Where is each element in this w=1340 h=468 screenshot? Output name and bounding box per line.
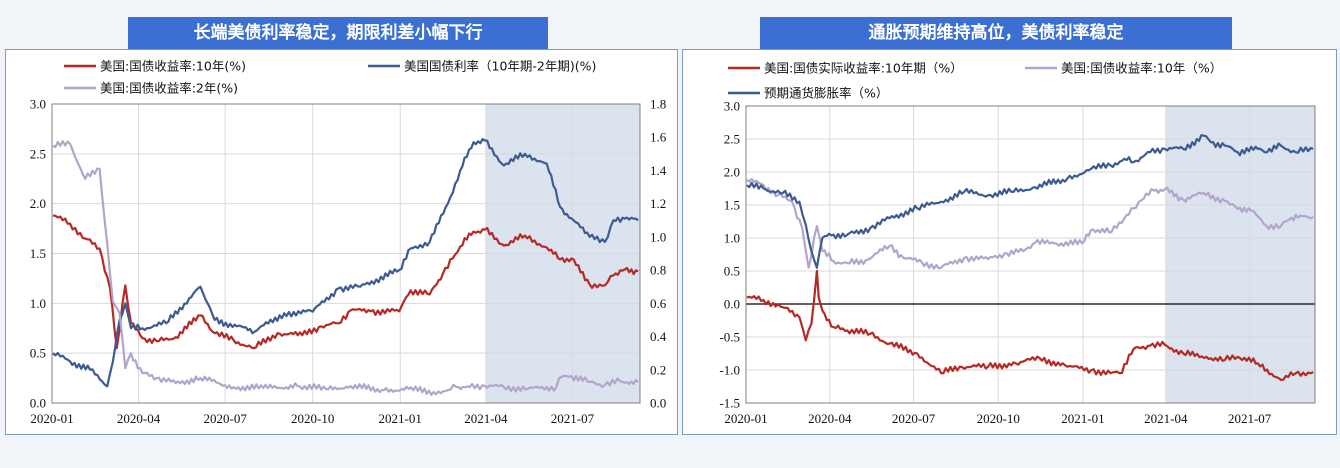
right-x-tick: 2021-04 bbox=[1144, 411, 1188, 426]
left-chart-svg: 0.0 0.5 1.0 1.5 2.0 2.5 3.0 0.0 0.2 0.4 0.6 0.8 1.0 1… bbox=[30, 59, 667, 427]
left-legend-label-3: 美国:国债收益率:2年(%) bbox=[100, 81, 238, 96]
left-chart-title: 长端美债利率稳定，期限利差小幅下行 bbox=[128, 17, 548, 50]
left-y-left-tick: 2.0 bbox=[30, 196, 46, 211]
left-legend-label-1: 美国:国债收益率:10年(%) bbox=[100, 59, 246, 74]
left-x-tick: 2020-10 bbox=[291, 411, 334, 426]
right-y-left-tick: -0.5 bbox=[719, 330, 740, 345]
left-legend-label-2: 美国国债利率（10年期-2年期)(%) bbox=[404, 59, 596, 74]
left-y-left-tick: 1.5 bbox=[30, 246, 46, 261]
right-y-left-tick: 1.0 bbox=[724, 231, 740, 246]
right-legend-label-3: 预期通货膨胀率（%） bbox=[764, 86, 888, 101]
right-chart-svg: -1.5 -1.0 -0.5 0.0 0.5 1.0 1.5 2.0 2.5 3.0 2020-01… bbox=[719, 61, 1316, 426]
right-series-line-1 bbox=[746, 269, 1314, 381]
right-plot-border bbox=[745, 105, 1316, 404]
left-x-tick: 2021-04 bbox=[464, 411, 508, 426]
right-legend-label-2: 美国:国债收益率:10年（%） bbox=[1061, 61, 1222, 76]
left-series-line-1 bbox=[52, 214, 639, 350]
right-y-left-tick: -1.5 bbox=[719, 396, 740, 411]
right-y-left-tick: 2.0 bbox=[724, 165, 740, 180]
right-chart-panel: 通胀预期维持高位，美债利率稳定 -1.5 -1.0 -0.5 0.0 0.5 1.0 1.5… bbox=[670, 0, 1340, 468]
right-x-tick: 2021-01 bbox=[1061, 411, 1104, 426]
right-x-tick: 2021-07 bbox=[1228, 411, 1272, 426]
left-y-right-tick: 0.4 bbox=[650, 329, 667, 344]
left-y-right-tick: 0.6 bbox=[650, 296, 667, 311]
right-y-left-tick: 2.5 bbox=[724, 132, 740, 147]
left-x-tick: 2020-07 bbox=[203, 411, 247, 426]
left-y-right-tick: 0.0 bbox=[650, 396, 666, 411]
right-y-left-tick: -1.0 bbox=[719, 363, 740, 378]
left-y-right-tick: 1.0 bbox=[650, 229, 666, 244]
left-y-right-tick: 0.2 bbox=[650, 362, 666, 377]
left-y-left-tick: 1.0 bbox=[30, 296, 46, 311]
left-x-tick: 2020-01 bbox=[30, 411, 73, 426]
right-x-tick: 2020-01 bbox=[724, 411, 767, 426]
left-y-left-tick: 2.5 bbox=[30, 146, 46, 161]
left-y-right-tick: 1.2 bbox=[650, 196, 666, 211]
right-x-tick: 2020-04 bbox=[808, 411, 852, 426]
right-y-left-tick: 0.0 bbox=[724, 297, 740, 312]
left-x-tick: 2021-01 bbox=[379, 411, 422, 426]
left-y-left-tick: 0.5 bbox=[30, 346, 46, 361]
left-x-tick: 2020-04 bbox=[117, 411, 161, 426]
left-y-right-tick: 0.8 bbox=[650, 263, 666, 278]
left-series-line-3 bbox=[52, 140, 639, 396]
left-y-right-tick: 1.4 bbox=[650, 163, 667, 178]
right-x-tick: 2020-10 bbox=[977, 411, 1020, 426]
left-y-left-tick: 0.0 bbox=[30, 396, 46, 411]
left-series-line-2 bbox=[52, 138, 639, 388]
right-chart-title: 通胀预期维持高位，美债利率稳定 bbox=[760, 17, 1232, 50]
right-y-left-tick: 0.5 bbox=[724, 264, 740, 279]
left-x-tick: 2021-07 bbox=[551, 411, 595, 426]
left-plot-border bbox=[51, 103, 641, 404]
left-y-right-tick: 1.8 bbox=[650, 97, 666, 112]
right-y-left-tick: 1.5 bbox=[724, 198, 740, 213]
right-series-line-2 bbox=[746, 177, 1314, 270]
right-legend-label-1: 美国:国债实际收益率:10年期（%） bbox=[764, 61, 963, 76]
left-chart-panel: 长端美债利率稳定，期限利差小幅下行 0.0 0.5 1.0 1.5 2.0 2.5 3.0 0… bbox=[5, 17, 678, 435]
right-x-tick: 2020-07 bbox=[892, 411, 936, 426]
left-y-right-tick: 1.6 bbox=[650, 130, 667, 145]
left-y-left-tick: 3.0 bbox=[30, 97, 46, 112]
right-series-line-3 bbox=[746, 134, 1314, 269]
right-y-left-tick: 3.0 bbox=[724, 99, 740, 114]
